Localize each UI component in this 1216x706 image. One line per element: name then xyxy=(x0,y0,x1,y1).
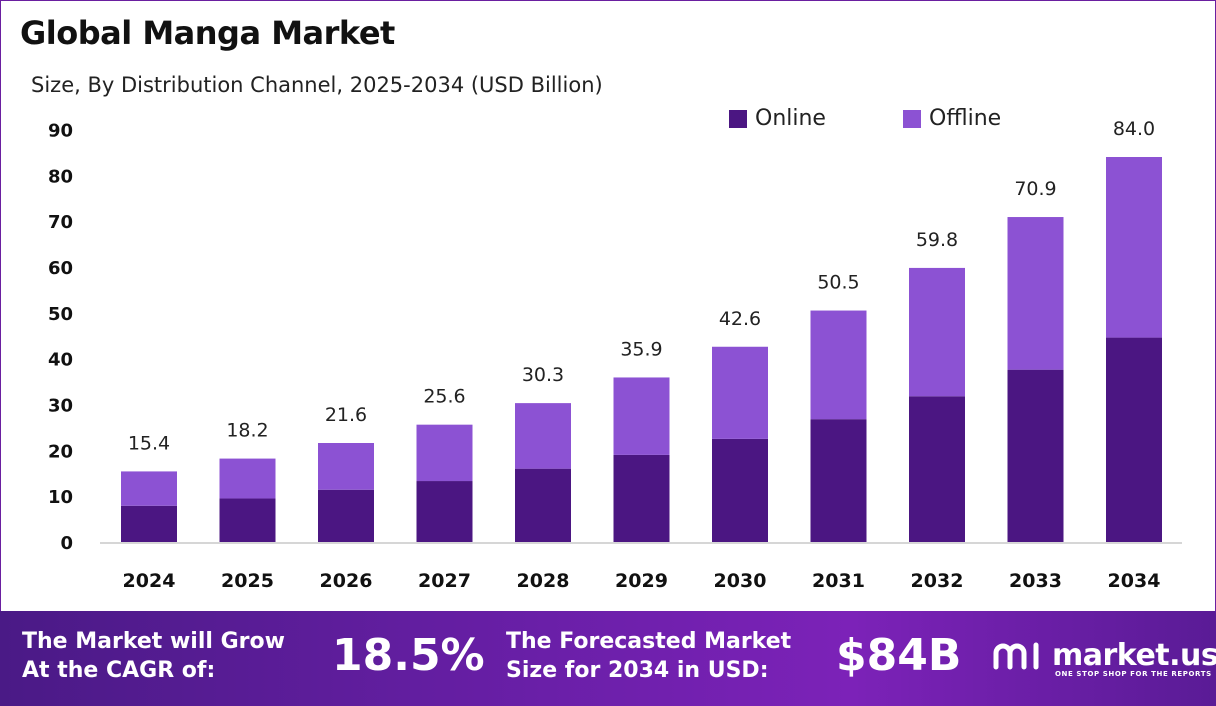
bar-offline-2027 xyxy=(416,424,473,482)
bar-total-label: 18.2 xyxy=(226,420,268,442)
y-tick-label: 50 xyxy=(48,304,73,325)
legend-item-online: Online xyxy=(729,106,826,131)
y-tick-label: 30 xyxy=(48,396,73,417)
bar-chart: 010203040506070809015.4202418.2202521.62… xyxy=(48,118,1182,592)
legend-swatch-online xyxy=(729,109,747,128)
x-tick-label: 2029 xyxy=(615,570,668,592)
bar-total-label: 35.9 xyxy=(620,338,662,360)
bar-offline-2026 xyxy=(318,443,374,490)
y-tick-label: 70 xyxy=(48,212,73,233)
chart-title: Global Manga Market xyxy=(20,14,395,52)
bar-online-2032 xyxy=(909,396,965,542)
bar-total-label: 21.6 xyxy=(325,404,367,426)
bar-online-2029 xyxy=(613,454,670,542)
x-tick-label: 2028 xyxy=(517,570,570,592)
legend-label-offline: Offline xyxy=(929,106,1002,131)
bar-online-2034 xyxy=(1106,337,1162,542)
bar-offline-2025 xyxy=(219,458,276,499)
bar-total-label: 50.5 xyxy=(817,272,859,294)
x-tick-label: 2027 xyxy=(418,570,471,592)
cagr-label-line1: The Market will Grow xyxy=(22,629,285,654)
legend-swatch-offline xyxy=(903,109,921,128)
bar-offline-2031 xyxy=(810,310,867,420)
bar-online-2033 xyxy=(1007,369,1064,542)
bar-offline-2033 xyxy=(1007,217,1064,370)
bar-offline-2030 xyxy=(712,346,768,439)
legend-label-online: Online xyxy=(755,106,826,131)
bar-offline-2024 xyxy=(121,471,177,506)
x-tick-label: 2025 xyxy=(221,570,274,592)
x-tick-label: 2034 xyxy=(1108,570,1161,592)
brand-name: market.us xyxy=(1052,638,1216,673)
brand-tagline: ONE STOP SHOP FOR THE REPORTS xyxy=(1055,670,1212,678)
bar-total-label: 30.3 xyxy=(522,364,564,386)
bar-online-2024 xyxy=(121,505,177,542)
y-tick-label: 20 xyxy=(48,441,73,462)
bar-offline-2028 xyxy=(515,403,571,469)
bar-total-label: 84.0 xyxy=(1113,118,1155,140)
forecast-label-line1: The Forecasted Market xyxy=(506,629,792,654)
bar-offline-2029 xyxy=(613,377,670,455)
brand-logo-group: market.us xyxy=(992,639,1216,673)
bar-total-label: 42.6 xyxy=(719,308,761,330)
market-us-logo-icon xyxy=(993,642,1039,670)
x-tick-label: 2032 xyxy=(911,570,964,592)
footer-banner: The Market will Grow At the CAGR of: 18.… xyxy=(0,611,1216,706)
bar-online-2025 xyxy=(219,498,276,542)
bar-offline-2034 xyxy=(1106,157,1162,338)
x-tick-label: 2030 xyxy=(714,570,767,592)
bar-online-2026 xyxy=(318,489,374,542)
bar-total-label: 59.8 xyxy=(916,229,958,251)
y-tick-label: 60 xyxy=(48,258,73,279)
bar-online-2030 xyxy=(712,438,768,542)
bar-offline-2032 xyxy=(909,267,965,397)
x-tick-label: 2033 xyxy=(1009,570,1062,592)
y-tick-label: 0 xyxy=(60,533,73,554)
chart-subtitle: Size, By Distribution Channel, 2025-2034… xyxy=(31,73,603,97)
legend-item-offline: Offline xyxy=(903,106,1001,131)
bar-online-2027 xyxy=(416,481,473,542)
y-tick-label: 10 xyxy=(48,487,73,508)
cagr-label-line2: At the CAGR of: xyxy=(22,658,216,683)
forecast-label-line2: Size for 2034 in USD: xyxy=(506,658,769,683)
bar-total-label: 15.4 xyxy=(128,432,170,454)
cagr-value: 18.5% xyxy=(332,630,485,681)
x-tick-label: 2031 xyxy=(812,570,865,592)
x-tick-label: 2024 xyxy=(123,570,176,592)
bar-online-2031 xyxy=(810,419,867,542)
bar-online-2028 xyxy=(515,468,571,542)
y-tick-label: 80 xyxy=(48,166,73,187)
bar-total-label: 70.9 xyxy=(1014,178,1056,200)
x-tick-label: 2026 xyxy=(320,570,373,592)
bar-total-label: 25.6 xyxy=(423,386,465,408)
y-tick-label: 90 xyxy=(48,121,73,142)
forecast-value: $84B xyxy=(836,630,962,681)
y-tick-label: 40 xyxy=(48,350,73,371)
